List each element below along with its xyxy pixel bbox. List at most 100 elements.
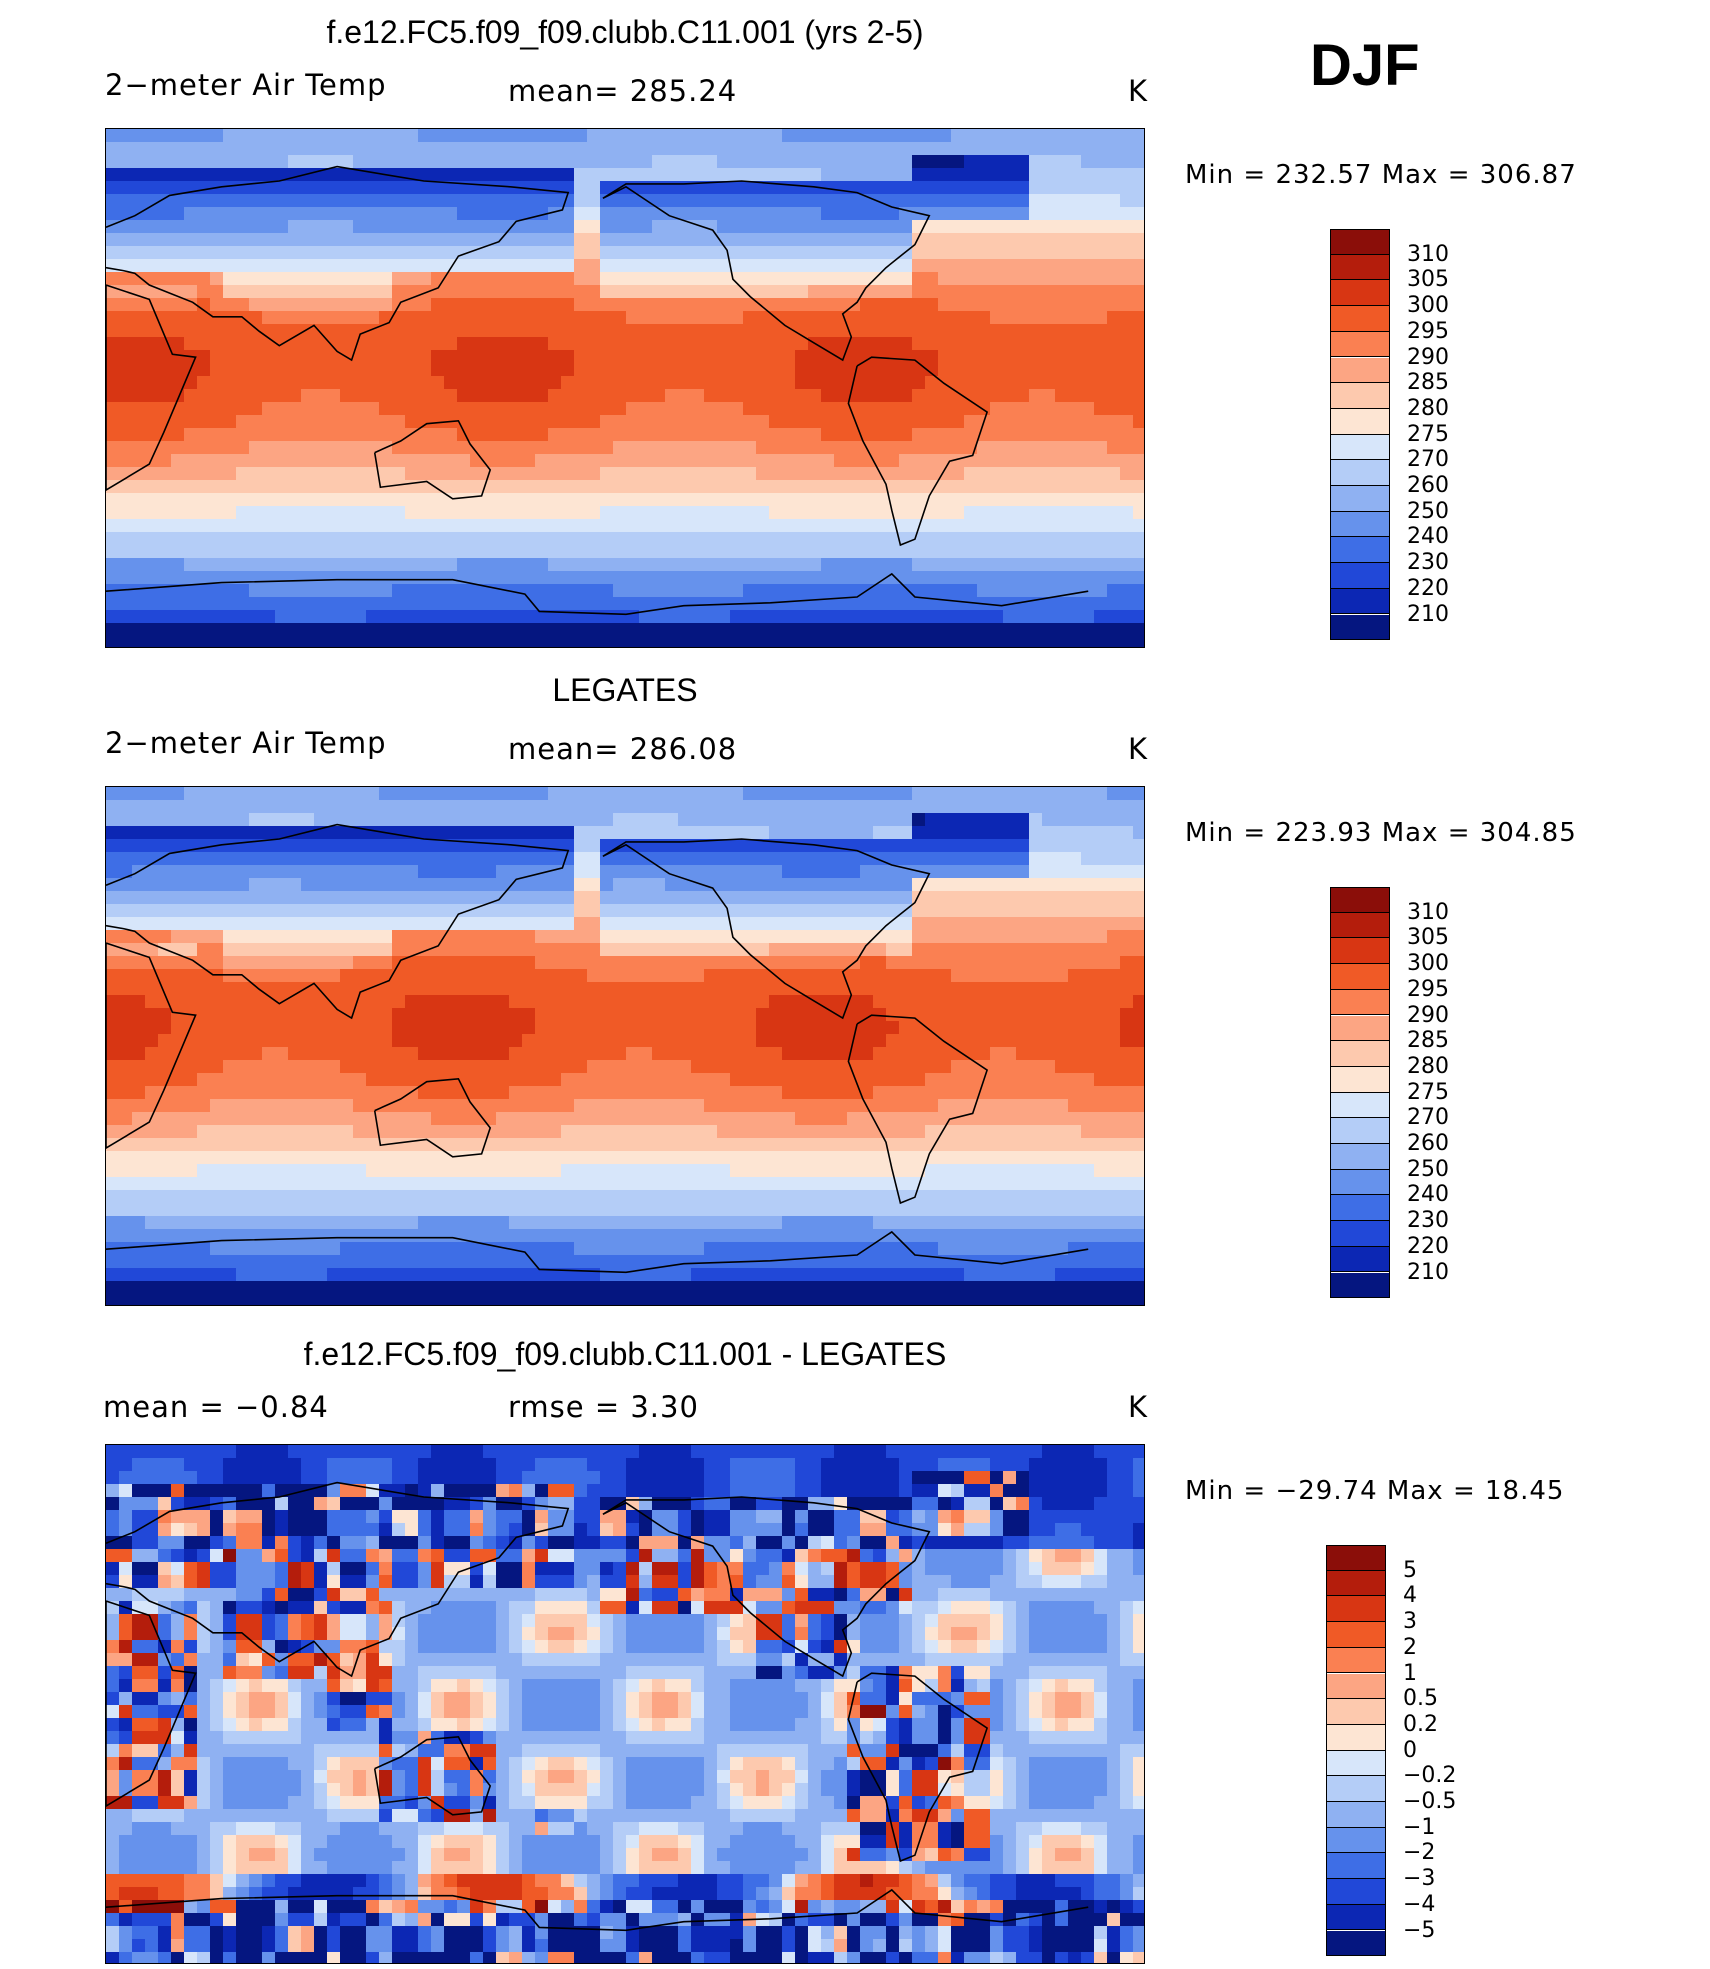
- map-cell: [522, 285, 536, 299]
- map-cell: [444, 800, 458, 814]
- map-cell: [275, 519, 289, 533]
- map-cell: [184, 506, 198, 520]
- map-cell: [769, 584, 783, 598]
- map-cell: [600, 376, 614, 390]
- map-cell: [145, 995, 159, 1009]
- map-cell: [574, 246, 588, 260]
- map-cell: [717, 839, 731, 853]
- map-cell: [197, 865, 211, 879]
- map-cell: [340, 917, 354, 931]
- map-cell: [821, 285, 835, 299]
- map-cell: [483, 571, 497, 585]
- map-cell: [366, 350, 380, 364]
- map-cell: [483, 311, 497, 325]
- map-cell: [158, 493, 172, 507]
- map-cell: [626, 324, 640, 338]
- map-cell: [834, 839, 848, 853]
- map-cell: [379, 493, 393, 507]
- map-cell: [184, 917, 198, 931]
- map-cell: [496, 376, 510, 390]
- map-cell: [353, 493, 367, 507]
- map-cell: [847, 610, 861, 624]
- map-cell: [210, 1021, 224, 1035]
- map-cell: [119, 259, 133, 273]
- map-cell: [847, 272, 861, 286]
- map-cell: [730, 467, 744, 481]
- map-cell: [769, 376, 783, 390]
- map-cell: [1042, 969, 1056, 983]
- map-cell: [951, 878, 965, 892]
- map-cell: [886, 1021, 900, 1035]
- map-cell: [899, 233, 913, 247]
- map-cell: [1081, 324, 1095, 338]
- map-cell: [1107, 878, 1121, 892]
- map-cell: [340, 168, 354, 182]
- map-cell: [938, 142, 952, 156]
- map-cell: [184, 259, 198, 273]
- map-cell: [392, 129, 406, 143]
- map-cell: [873, 363, 887, 377]
- map-cell: [236, 233, 250, 247]
- map-cell: [613, 246, 627, 260]
- map-cell: [951, 246, 965, 260]
- map-cell: [1042, 545, 1056, 559]
- map-cell: [288, 246, 302, 260]
- map-cell: [899, 995, 913, 1009]
- map-cell: [821, 233, 835, 247]
- map-cell: [574, 389, 588, 403]
- map-cell: [431, 1021, 445, 1035]
- map-cell: [600, 878, 614, 892]
- map-cell: [912, 982, 926, 996]
- map-cell: [639, 571, 653, 585]
- map-cell: [678, 324, 692, 338]
- map-cell: [236, 402, 250, 416]
- map-cell: [1107, 865, 1121, 879]
- map-cell: [886, 1047, 900, 1061]
- map-cell: [1029, 956, 1043, 970]
- map-cell: [587, 571, 601, 585]
- map-cell: [1042, 402, 1056, 416]
- map-cell: [444, 337, 458, 351]
- map-cell: [1107, 493, 1121, 507]
- map-cell: [249, 800, 263, 814]
- map-cell: [626, 259, 640, 273]
- map-cell: [613, 969, 627, 983]
- map-cell: [977, 1034, 991, 1048]
- map-cell: [951, 1034, 965, 1048]
- map-cell: [431, 441, 445, 455]
- map-cell: [444, 584, 458, 598]
- map-cell: [1042, 519, 1056, 533]
- map-cell: [1055, 865, 1069, 879]
- map-cell: [756, 839, 770, 853]
- map-obs: [105, 786, 1145, 1306]
- map-cell: [457, 852, 471, 866]
- map-cell: [392, 428, 406, 442]
- map-cell: [535, 1008, 549, 1022]
- map-cell: [379, 363, 393, 377]
- map-cell: [223, 826, 237, 840]
- map-cell: [769, 558, 783, 572]
- map-cell: [431, 272, 445, 286]
- map-cell: [951, 610, 965, 624]
- map-cell: [145, 428, 159, 442]
- map-cell: [483, 285, 497, 299]
- map-cell: [847, 558, 861, 572]
- map-cell: [236, 220, 250, 234]
- map-cell: [704, 826, 718, 840]
- map-cell: [899, 194, 913, 208]
- map-cell: [262, 402, 276, 416]
- map-cell: [132, 636, 146, 647]
- map-cell: [366, 415, 380, 429]
- map-cell: [119, 813, 133, 827]
- map-cell: [743, 904, 757, 918]
- map-cell: [405, 1008, 419, 1022]
- map-cell: [353, 142, 367, 156]
- map-cell: [457, 610, 471, 624]
- map-cell: [1003, 839, 1017, 853]
- map-cell: [444, 467, 458, 481]
- map-cell: [119, 839, 133, 853]
- map-cell: [795, 129, 809, 143]
- map-cell: [639, 982, 653, 996]
- map-cell: [288, 467, 302, 481]
- map-cell: [600, 787, 614, 801]
